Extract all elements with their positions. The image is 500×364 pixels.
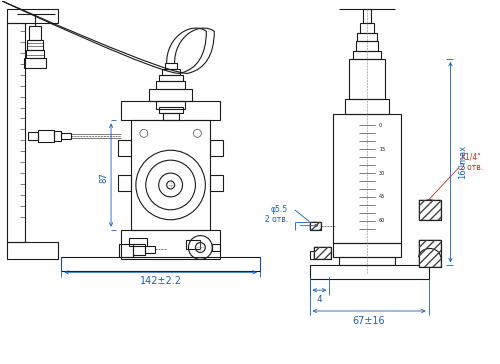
Bar	[131, 120, 210, 230]
Text: 160max: 160max	[458, 145, 467, 179]
Bar	[334, 114, 401, 242]
Bar	[418, 240, 440, 267]
Bar	[314, 248, 332, 260]
Bar	[363, 9, 371, 23]
Text: φ5.5
2 отв.: φ5.5 2 отв.	[264, 205, 287, 225]
Bar	[7, 23, 24, 242]
Bar	[62, 133, 72, 139]
Bar	[121, 230, 220, 260]
Bar	[24, 58, 46, 68]
Bar	[418, 200, 440, 220]
Bar	[418, 200, 440, 220]
Bar	[210, 175, 223, 191]
Text: 15: 15	[379, 147, 386, 152]
Text: 0: 0	[379, 123, 382, 128]
Bar	[310, 265, 428, 279]
Bar	[62, 257, 260, 271]
Bar	[119, 244, 133, 257]
Bar	[340, 257, 395, 265]
Bar	[121, 100, 220, 120]
Bar	[210, 140, 223, 156]
Bar	[360, 23, 374, 33]
Bar	[418, 240, 440, 267]
Bar	[314, 248, 332, 260]
Bar	[149, 89, 192, 100]
Bar	[310, 222, 322, 230]
Bar	[310, 222, 322, 230]
Bar	[158, 75, 182, 81]
Bar	[7, 9, 59, 23]
Bar	[26, 40, 42, 50]
Bar	[7, 242, 59, 260]
Text: 87: 87	[100, 173, 108, 183]
Bar	[38, 130, 54, 142]
Bar	[162, 112, 178, 120]
Bar	[186, 240, 200, 249]
Bar	[418, 200, 440, 220]
Bar	[310, 222, 322, 230]
Bar	[357, 33, 377, 41]
Bar	[314, 248, 332, 260]
Bar	[156, 81, 186, 89]
Bar	[28, 132, 38, 140]
Bar	[349, 59, 385, 99]
Bar	[156, 100, 186, 108]
Bar	[418, 240, 440, 267]
Bar	[26, 50, 44, 58]
Bar	[54, 131, 62, 141]
Bar	[118, 175, 131, 191]
Text: 4: 4	[316, 294, 322, 304]
Bar	[212, 244, 220, 252]
Bar	[164, 63, 176, 69]
Bar	[356, 41, 378, 51]
Text: 142±2.2: 142±2.2	[140, 276, 181, 286]
Bar	[158, 107, 182, 112]
Text: 45: 45	[379, 194, 386, 199]
Bar	[310, 252, 318, 260]
Bar	[129, 238, 147, 245]
Text: K1/4"
2 отв.: K1/4" 2 отв.	[460, 153, 483, 172]
Bar	[133, 244, 145, 256]
Bar	[162, 69, 180, 75]
Text: 67±16: 67±16	[353, 316, 386, 326]
Bar	[28, 26, 40, 40]
Bar	[334, 242, 401, 257]
Text: 60: 60	[379, 218, 386, 223]
Bar	[353, 51, 381, 59]
Bar	[145, 245, 154, 253]
Bar	[346, 99, 389, 114]
Text: 30: 30	[379, 171, 386, 175]
Bar	[118, 140, 131, 156]
